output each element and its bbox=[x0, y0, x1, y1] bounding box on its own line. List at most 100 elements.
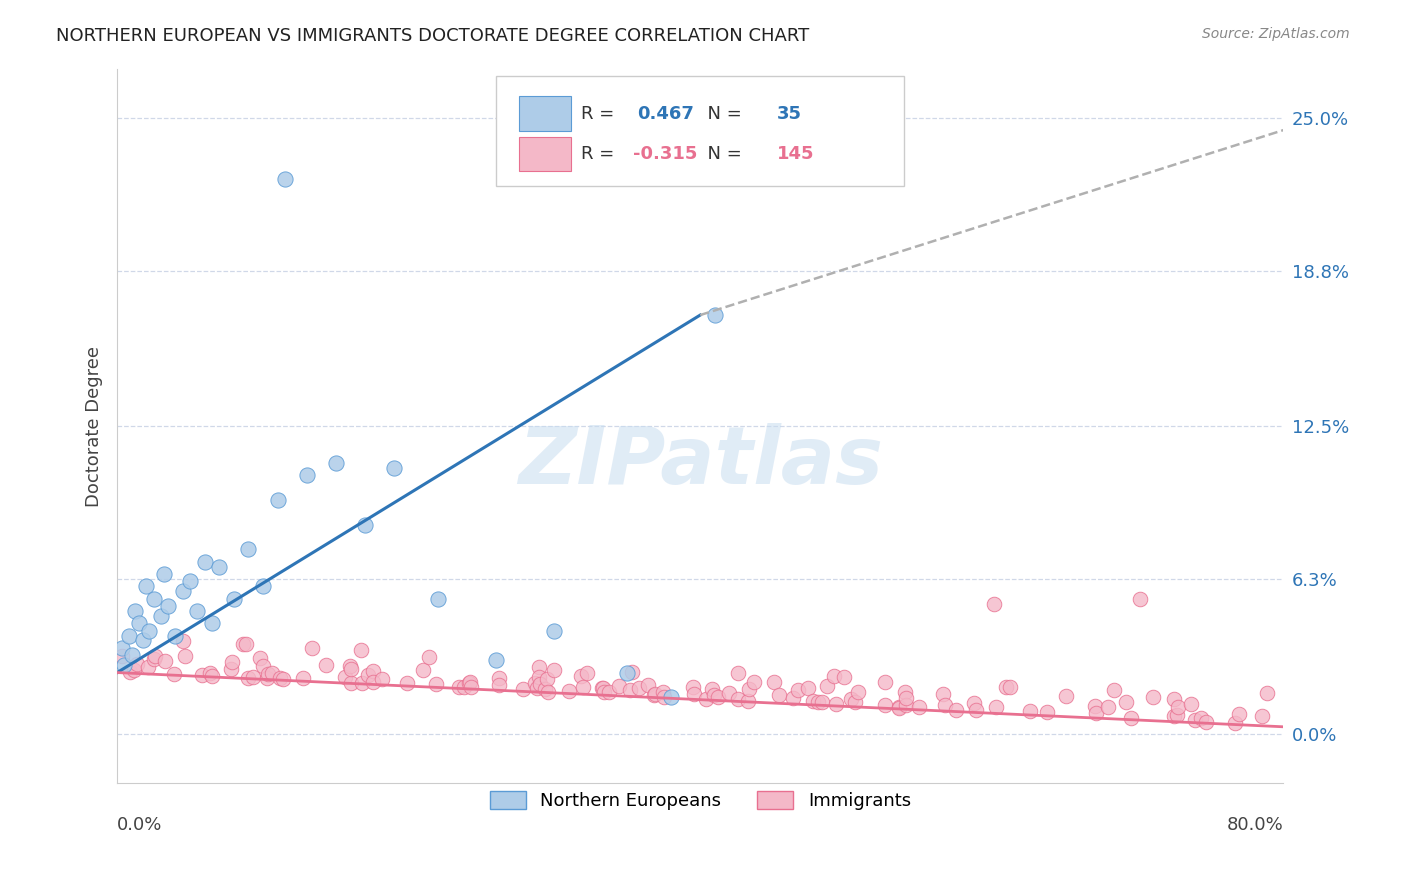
Text: R =: R = bbox=[581, 104, 620, 122]
Point bbox=[797, 681, 820, 696]
Point bbox=[963, 696, 986, 710]
Point bbox=[111, 649, 134, 664]
Text: Source: ZipAtlas.com: Source: ZipAtlas.com bbox=[1202, 27, 1350, 41]
FancyBboxPatch shape bbox=[519, 137, 571, 171]
Point bbox=[1180, 697, 1202, 711]
Point bbox=[727, 692, 749, 706]
Point bbox=[1104, 683, 1126, 698]
Point bbox=[637, 678, 659, 692]
Point bbox=[157, 599, 180, 613]
Point bbox=[1054, 689, 1077, 703]
Point bbox=[274, 172, 297, 186]
Point bbox=[1084, 698, 1107, 713]
Point bbox=[543, 624, 565, 638]
Point bbox=[844, 695, 866, 709]
Point bbox=[592, 681, 614, 695]
Point bbox=[145, 649, 167, 664]
Point bbox=[1229, 707, 1251, 722]
Point bbox=[262, 665, 284, 680]
Point bbox=[132, 633, 155, 648]
Point bbox=[572, 680, 595, 694]
Point bbox=[659, 690, 682, 705]
Point bbox=[418, 650, 440, 665]
Point bbox=[257, 666, 280, 681]
Point bbox=[512, 682, 534, 697]
Point bbox=[340, 662, 363, 676]
Text: 0.467: 0.467 bbox=[637, 104, 695, 122]
Text: -0.315: -0.315 bbox=[633, 145, 697, 163]
Point bbox=[249, 650, 271, 665]
Point bbox=[557, 683, 579, 698]
Point bbox=[986, 700, 1008, 714]
Point bbox=[135, 579, 157, 593]
Point bbox=[235, 637, 257, 651]
Point bbox=[592, 685, 614, 699]
Point bbox=[382, 461, 405, 475]
Point bbox=[179, 574, 201, 589]
Point bbox=[908, 700, 931, 714]
Point bbox=[1085, 706, 1108, 721]
Text: 80.0%: 80.0% bbox=[1226, 815, 1284, 834]
Point bbox=[426, 591, 449, 606]
Point bbox=[412, 663, 434, 677]
Point bbox=[823, 669, 845, 683]
Point bbox=[1184, 714, 1206, 728]
Point bbox=[339, 675, 361, 690]
Point bbox=[598, 685, 620, 699]
Point bbox=[142, 652, 165, 666]
Point bbox=[163, 666, 186, 681]
Point bbox=[846, 685, 869, 699]
Point bbox=[873, 698, 896, 712]
Point bbox=[873, 675, 896, 690]
Point bbox=[127, 657, 149, 671]
Point bbox=[1121, 711, 1143, 725]
Point bbox=[136, 660, 159, 674]
Point bbox=[252, 579, 274, 593]
Point bbox=[1115, 695, 1137, 709]
Point bbox=[124, 604, 146, 618]
Point bbox=[529, 670, 551, 684]
Point bbox=[1167, 700, 1189, 714]
Text: N =: N = bbox=[696, 104, 747, 122]
Point bbox=[619, 683, 641, 698]
Point bbox=[703, 308, 725, 322]
Point bbox=[934, 698, 956, 713]
Y-axis label: Doctorate Degree: Doctorate Degree bbox=[86, 345, 103, 507]
Point bbox=[485, 653, 508, 667]
Point bbox=[120, 665, 142, 680]
Point bbox=[737, 694, 759, 708]
Point bbox=[529, 677, 551, 691]
Point bbox=[592, 681, 614, 695]
Point bbox=[786, 683, 808, 698]
Point bbox=[153, 566, 176, 581]
Point bbox=[894, 698, 917, 712]
Point bbox=[149, 608, 172, 623]
Point bbox=[1129, 591, 1152, 606]
Point bbox=[339, 658, 361, 673]
Point bbox=[537, 685, 560, 699]
Point bbox=[1163, 692, 1185, 706]
Point bbox=[172, 634, 194, 648]
Point bbox=[695, 692, 717, 706]
Point bbox=[350, 676, 373, 690]
Point bbox=[742, 675, 765, 690]
Point bbox=[325, 456, 347, 470]
Point bbox=[1256, 686, 1278, 700]
Point bbox=[238, 671, 260, 685]
Point bbox=[198, 665, 221, 680]
Point bbox=[887, 700, 910, 714]
Point bbox=[889, 700, 911, 714]
Text: 35: 35 bbox=[778, 104, 803, 122]
Point bbox=[543, 663, 565, 677]
Point bbox=[768, 689, 790, 703]
Point bbox=[945, 703, 967, 717]
Point bbox=[832, 670, 855, 684]
Point bbox=[782, 691, 804, 706]
Point bbox=[219, 662, 242, 676]
Point bbox=[350, 643, 373, 657]
Point bbox=[536, 672, 558, 686]
Point bbox=[682, 680, 704, 694]
Point bbox=[1163, 709, 1185, 723]
Point bbox=[1097, 699, 1119, 714]
Point bbox=[717, 686, 740, 700]
